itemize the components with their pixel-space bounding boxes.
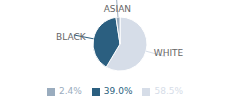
svg-text:ASIAN: ASIAN bbox=[104, 4, 131, 14]
html-text:2.4%: 2.4% bbox=[59, 86, 82, 96]
html-text:39.0%: 39.0% bbox=[103, 86, 133, 96]
html-text:58.5%: 58.5% bbox=[154, 86, 183, 96]
svg-text:WHITE: WHITE bbox=[154, 48, 184, 58]
svg-text:BLACK: BLACK bbox=[56, 32, 87, 42]
